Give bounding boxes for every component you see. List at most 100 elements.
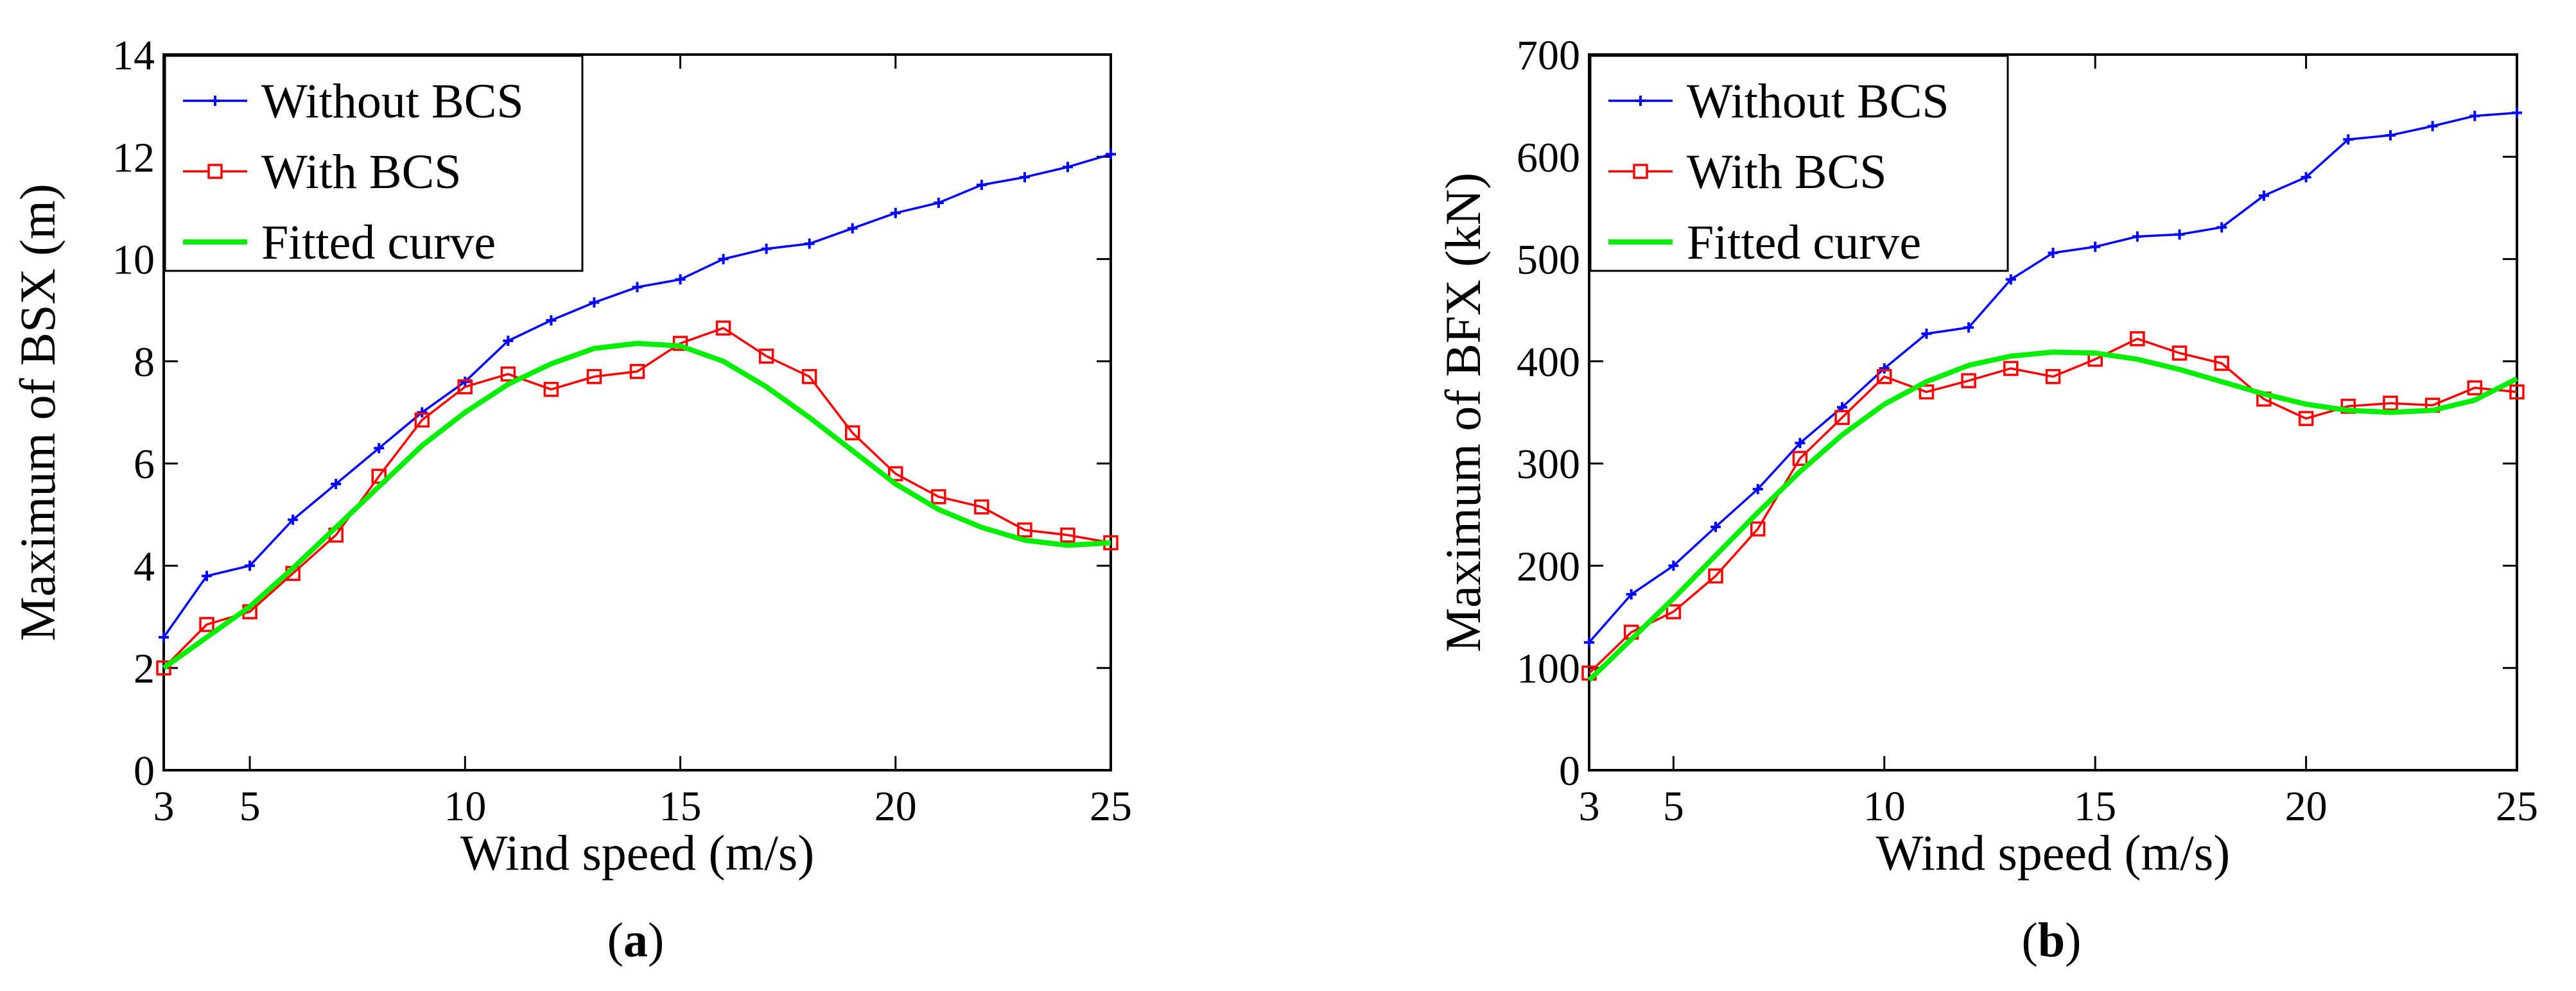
legend-marker-square [207,164,223,179]
x-tick-label: 25 [1090,783,1132,830]
data-point-without-bcs [2385,130,2396,141]
data-point-without-bcs [890,207,901,218]
legend-label: Fitted curve [1687,216,1921,270]
y-tick-label: 100 [1517,646,1580,693]
data-point-with-bcs [1792,451,1808,466]
data-point-without-bcs [2258,190,2269,201]
data-point-without-bcs [159,632,169,642]
data-point-without-bcs [2427,121,2438,132]
data-point-without-bcs [2090,241,2101,252]
legend [1589,55,2009,272]
y-tick-label: 600 [1517,134,1580,181]
data-point-with-bcs [543,381,559,397]
caption-close-paren: ) [2065,913,2081,967]
caption-close-paren: ) [648,913,664,967]
data-point-with-bcs [371,469,387,484]
x-axis-label: Wind speed (m/s) [1876,825,2230,881]
x-tick-label: 5 [239,783,261,830]
data-point-with-bcs [2298,411,2314,426]
data-point-with-bcs [2045,369,2061,384]
data-point-without-bcs [1752,483,1763,494]
data-point-with-bcs [2214,356,2229,371]
data-point-with-bcs [2171,345,2188,361]
plot-frame [1588,53,2518,771]
y-tick-label: 2 [134,646,155,693]
data-point-with-bcs [974,499,989,515]
x-tick-label: 10 [444,783,486,830]
data-point-with-bcs [1750,521,1766,537]
x-tick-label: 15 [2074,783,2116,830]
data-point-with-bcs [1060,527,1075,543]
x-tick-label: 20 [875,783,917,830]
data-point-without-bcs [2512,107,2522,118]
y-tick-label: 10 [112,237,155,284]
data-point-without-bcs [2216,222,2227,233]
data-point-without-bcs [1710,521,1721,532]
y-tick-label: 700 [1517,32,1580,79]
series-line-fitted-curve [162,341,1111,670]
x-tick-label: 20 [2285,783,2328,830]
series-line-with-bcs [1588,338,2518,674]
data-point-without-bcs [374,443,385,454]
panel-a-chart: 3 5 10 15 20 25 0 2 4 6 8 10 12 14 Wind speed (m/s) Max… [10,32,1132,967]
y-tick-label: 200 [1517,543,1580,590]
y-tick-label: 14 [112,32,155,79]
data-point-with-bcs [1834,409,1850,426]
y-tick-label: 0 [1559,748,1580,795]
data-point-without-bcs [2301,172,2311,183]
data-point-with-bcs [758,349,774,364]
data-point-with-bcs [414,412,430,428]
data-point-without-bcs [1668,560,1679,571]
data-point-without-bcs [245,560,256,571]
data-point-without-bcs [1626,589,1637,600]
panel-b-chart: 3 5 10 15 20 25 0 100 200 300 400 500 600 700 Wind spe… [1435,32,2538,967]
data-point-with-bcs [586,369,602,384]
data-point-with-bcs [2383,395,2398,411]
y-tick-label: 400 [1517,339,1580,386]
data-point-without-bcs [288,514,299,525]
caption-open-paren: ( [607,913,623,967]
data-point-without-bcs [976,180,987,191]
data-point-with-bcs [844,425,860,441]
data-point-without-bcs [1795,438,1806,449]
y-axis-label: Maximum of BFX (kN) [1435,173,1491,652]
y-tick-label: 12 [112,134,155,181]
data-point-without-bcs [589,297,600,308]
y-tick-label: 300 [1517,441,1580,488]
data-point-without-bcs [1062,162,1073,173]
data-point-with-bcs [2130,331,2145,347]
data-point-with-bcs [1919,384,1935,400]
caption-letter: a [623,913,648,967]
plot-frame [162,53,1112,771]
x-tick-label: 3 [153,783,175,830]
y-tick-label: 6 [134,441,155,488]
data-point-without-bcs [1921,328,1932,339]
x-tick-label: 15 [659,783,702,830]
data-point-with-bcs [629,364,645,379]
data-point-without-bcs [1963,322,1974,333]
legend-label: Without BCS [261,74,524,128]
data-point-without-bcs [417,407,428,418]
data-point-with-bcs [199,617,214,632]
caption-open-paren: ( [2022,913,2038,967]
data-point-with-bcs [1961,373,1976,388]
data-point-without-bcs [1106,149,1116,160]
data-point-without-bcs [933,197,944,208]
y-axis-label: Maximum of BSX (m) [10,184,65,641]
data-point-without-bcs [761,243,772,254]
data-point-without-bcs [1019,172,1030,183]
data-point-with-bcs [1877,369,1892,384]
data-point-with-bcs [2509,384,2525,400]
panel-caption: (b) [2022,913,2082,967]
data-point-with-bcs [2003,361,2019,376]
data-point-with-bcs [500,366,516,382]
x-tick-label: 3 [1579,783,1600,830]
legend-label: Without BCS [1687,74,1949,128]
legend-marker-plus [1635,96,1646,106]
data-point-with-bcs [2467,380,2483,396]
data-point-with-bcs [888,466,903,481]
data-point-without-bcs [2469,110,2480,121]
legend [164,55,584,272]
legend-marker-square [1633,164,1648,179]
data-point-without-bcs [202,571,213,582]
